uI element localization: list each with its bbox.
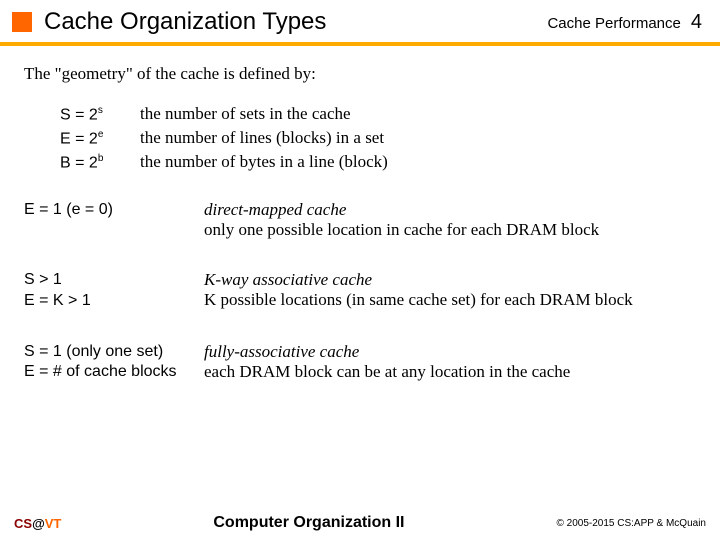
slide-header: Cache Organization Types Cache Performan…: [0, 0, 720, 46]
geometry-row: B = 2b the number of bytes in a line (bl…: [60, 152, 696, 172]
geometry-desc: the number of lines (blocks) in a set: [140, 128, 384, 148]
cache-type-description: K-way associative cache K possible locat…: [204, 270, 696, 312]
geometry-desc: the number of sets in the cache: [140, 104, 351, 124]
footer-logo: CS@VT: [14, 516, 61, 531]
footer-copyright: © 2005-2015 CS:APP & McQuain: [557, 518, 707, 529]
geometry-desc: the number of bytes in a line (block): [140, 152, 388, 172]
cache-type-condition: S > 1 E = K > 1: [24, 270, 204, 312]
section-name: Cache Performance: [547, 15, 680, 32]
geometry-row: S = 2s the number of sets in the cache: [60, 104, 696, 124]
cache-type-condition: S = 1 (only one set) E = # of cache bloc…: [24, 342, 204, 384]
accent-square-icon: [12, 12, 32, 32]
geometry-row: E = 2e the number of lines (blocks) in a…: [60, 128, 696, 148]
geometry-formula: B = 2b: [60, 153, 140, 172]
intro-text: The "geometry" of the cache is defined b…: [24, 64, 696, 84]
geometry-formula: E = 2e: [60, 129, 140, 148]
cache-type-block: S = 1 (only one set) E = # of cache bloc…: [24, 342, 696, 384]
slide-footer: CS@VT Computer Organization II © 2005-20…: [0, 508, 720, 540]
slide: Cache Organization Types Cache Performan…: [0, 0, 720, 540]
geometry-formula: S = 2s: [60, 105, 140, 124]
cache-type-block: E = 1 (e = 0) direct-mapped cache only o…: [24, 200, 696, 240]
page-number: 4: [691, 11, 702, 34]
cache-type-description: direct-mapped cache only one possible lo…: [204, 200, 696, 240]
cache-type-block: S > 1 E = K > 1 K-way associative cache …: [24, 270, 696, 312]
slide-content: The "geometry" of the cache is defined b…: [0, 46, 720, 383]
header-right: Cache Performance 4: [547, 11, 702, 34]
cache-type-description: fully-associative cache each DRAM block …: [204, 342, 696, 384]
header-left: Cache Organization Types: [12, 8, 326, 36]
slide-title: Cache Organization Types: [44, 8, 326, 36]
footer-course: Computer Organization II: [213, 514, 404, 532]
cache-type-condition: E = 1 (e = 0): [24, 200, 204, 240]
geometry-definitions: S = 2s the number of sets in the cache E…: [60, 104, 696, 172]
